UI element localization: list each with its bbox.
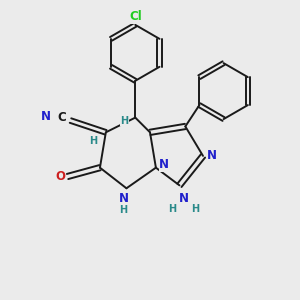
Text: Cl: Cl <box>129 10 142 23</box>
Text: H: H <box>89 136 98 146</box>
Text: N: N <box>40 110 50 123</box>
Text: H: H <box>168 205 176 214</box>
Text: H: H <box>120 116 128 126</box>
Text: N: N <box>159 158 169 171</box>
Text: N: N <box>179 192 189 205</box>
Text: O: O <box>55 170 65 183</box>
Text: C: C <box>57 111 66 124</box>
Text: N: N <box>118 192 128 205</box>
Text: H: H <box>119 206 128 215</box>
Text: N: N <box>207 149 217 162</box>
Text: H: H <box>192 205 200 214</box>
